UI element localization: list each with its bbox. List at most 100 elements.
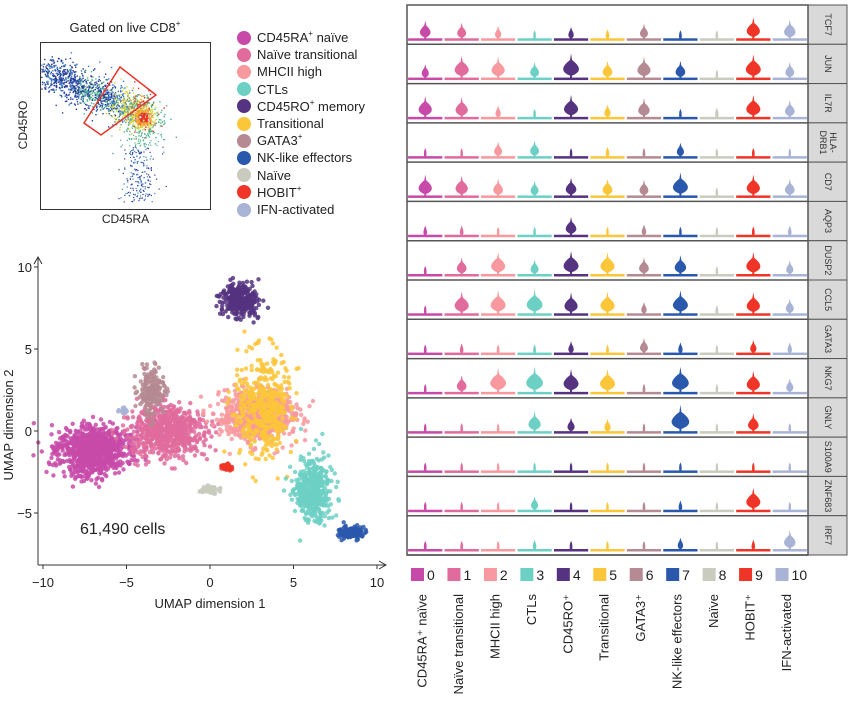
flow-event (124, 149, 126, 151)
umap-point-cluster-1 (165, 421, 170, 426)
umap-point-cluster-6 (152, 360, 157, 365)
flow-event (116, 120, 119, 123)
flow-event (123, 102, 125, 104)
flow-event (115, 107, 117, 110)
flow-event (135, 136, 137, 138)
flow-event (112, 106, 114, 108)
flow-event (148, 113, 150, 115)
flow-event (55, 64, 57, 67)
umap-point-cluster-5 (259, 363, 265, 368)
umap-point-cluster-1 (199, 424, 204, 430)
flow-event (132, 104, 134, 106)
flow-title: Gated on live CD8+ (69, 19, 181, 36)
flow-event (121, 120, 123, 122)
flow-event (132, 92, 135, 94)
umap-point-cluster-2 (302, 438, 308, 443)
flow-event (120, 124, 122, 126)
flow-event (126, 106, 129, 108)
umap-point-cluster-5 (256, 377, 262, 382)
umap-point-cluster-6 (147, 407, 152, 413)
flow-event (150, 105, 153, 107)
flow-event (131, 149, 133, 152)
flow-event (101, 100, 103, 102)
flow-event (49, 77, 51, 80)
flow-event (59, 74, 62, 77)
umap-point-cluster-6 (132, 385, 137, 390)
umap-point-cluster-5 (242, 392, 248, 397)
umap-point-cluster-1 (177, 400, 182, 405)
flow-event (49, 86, 51, 88)
umap-point-cluster-5 (265, 390, 270, 395)
flow-event (135, 114, 137, 116)
flow-event (112, 107, 115, 110)
flow-event (59, 70, 61, 72)
flow-event (112, 84, 114, 86)
umap-point-cluster-0 (83, 463, 89, 468)
flow-event (107, 97, 110, 99)
flow-event (150, 106, 153, 108)
umap-point-cluster-5 (255, 391, 261, 396)
flow-event (126, 110, 129, 112)
flow-event (125, 107, 127, 110)
flow-event (132, 147, 134, 149)
flow-event (130, 105, 132, 107)
legend-label: IFN-activated (257, 202, 335, 217)
flow-event (131, 184, 133, 186)
flow-event (144, 129, 147, 131)
flow-event (70, 96, 72, 99)
flow-event (90, 90, 92, 93)
flow-event (143, 123, 146, 125)
flow-event (112, 91, 114, 93)
flow-event (150, 144, 152, 146)
flow-event (144, 133, 146, 135)
umap-point-cluster-0 (81, 418, 87, 423)
umap-point-cluster-5 (252, 392, 257, 397)
umap-point-cluster-10 (122, 405, 127, 410)
flow-event (150, 183, 152, 186)
flow-event (135, 114, 138, 116)
flow-event (138, 94, 140, 96)
flow-event (121, 116, 124, 118)
flow-event (80, 87, 82, 89)
flow-event (111, 104, 114, 106)
umap-point-cluster-5 (247, 406, 252, 411)
umap-point-cluster-5 (244, 349, 249, 354)
umap-point-cluster-0 (71, 445, 77, 450)
flow-event (65, 77, 67, 80)
umap-point-cluster-2 (215, 401, 221, 407)
umap-point-cluster-1 (181, 429, 186, 435)
flow-event (132, 118, 134, 120)
flow-event (96, 106, 98, 108)
flow-event (62, 73, 64, 75)
flow-event (139, 102, 141, 104)
flow-event (109, 97, 111, 99)
umap-point-cluster-1 (125, 427, 130, 432)
flow-event (116, 95, 118, 97)
flow-event (143, 165, 145, 167)
umap-point-cluster-0 (129, 432, 134, 437)
flow-event (98, 86, 101, 88)
flow-event (61, 65, 63, 68)
umap-point-cluster-6 (151, 376, 156, 381)
umap-point-cluster-6 (151, 421, 157, 426)
umap-point-cluster-2 (229, 436, 234, 442)
flow-event (130, 114, 132, 116)
flow-event (71, 89, 73, 91)
umap-point-cluster-0 (81, 439, 86, 444)
flow-event (128, 121, 130, 124)
umap-point-cluster-0 (132, 457, 137, 463)
flow-event (60, 80, 62, 82)
flow-event (108, 93, 110, 96)
flow-event (104, 98, 106, 101)
flow-event (134, 127, 136, 129)
flow-event (129, 119, 132, 121)
flow-event (161, 121, 164, 123)
flow-event (144, 137, 146, 139)
legend-label: NK-like effectors (257, 150, 353, 166)
flow-event (138, 109, 141, 111)
flow-event (112, 124, 114, 126)
flow-event (135, 144, 137, 146)
umap-point-cluster-5 (265, 436, 271, 441)
flow-event (150, 140, 152, 142)
flow-event (54, 80, 57, 82)
